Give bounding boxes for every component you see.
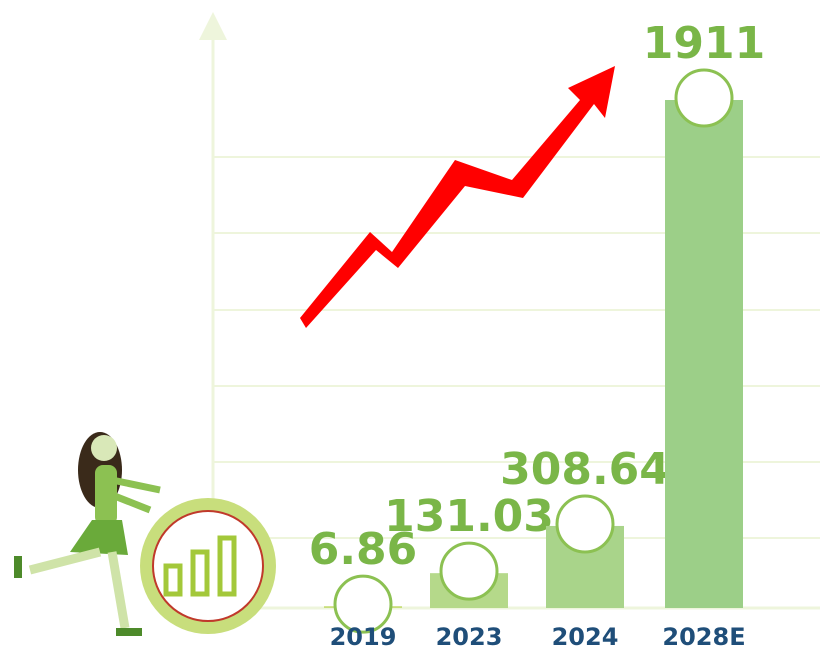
x-tick-label: 2028E — [662, 623, 745, 649]
value-label: 1911 — [643, 18, 765, 69]
bar — [665, 100, 743, 608]
x-tick-label: 2024 — [552, 623, 619, 649]
value-label: 131.03 — [384, 491, 554, 542]
coin-icon — [140, 498, 276, 634]
y-axis-arrow — [199, 12, 227, 40]
person-illustration — [14, 432, 160, 636]
bar-icon — [557, 496, 613, 552]
trend-arrow — [300, 66, 615, 328]
x-tick-label: 2023 — [436, 623, 503, 649]
bar-icon — [676, 70, 732, 126]
bar-icon — [441, 543, 497, 599]
value-label: 308.64 — [500, 444, 670, 495]
x-tick-label: 2019 — [330, 623, 397, 649]
chart: 6.86131.03308.641911 2019202320242028E — [0, 0, 823, 649]
